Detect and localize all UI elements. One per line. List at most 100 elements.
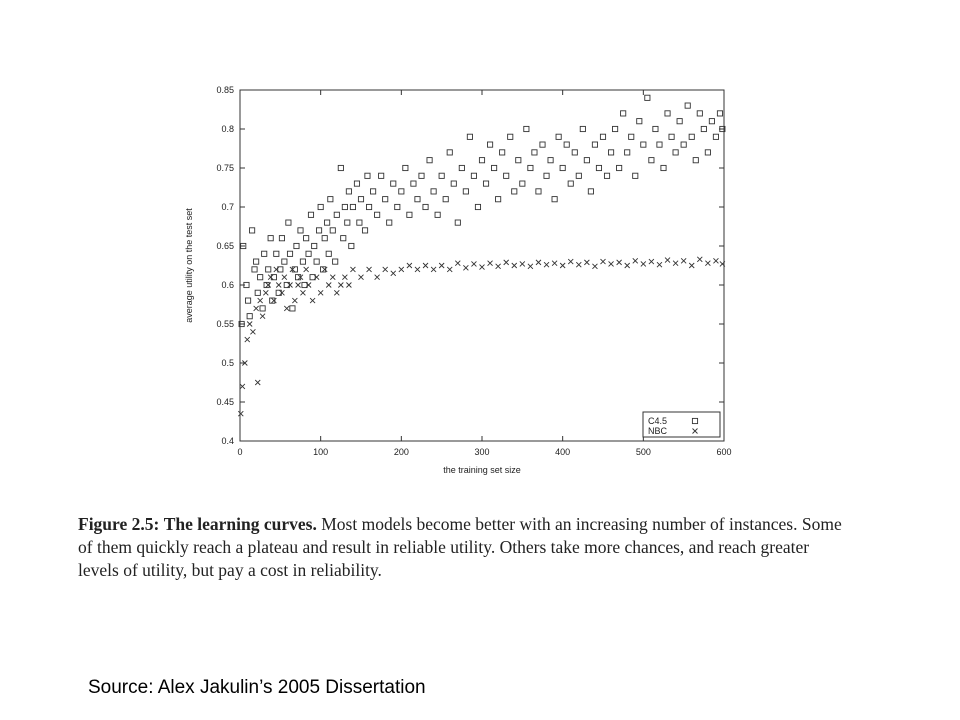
point-nbc — [358, 274, 364, 281]
point-c4-5 — [243, 281, 250, 289]
point-c4-5 — [616, 164, 623, 172]
point-nbc — [254, 379, 261, 386]
point-c4-5 — [317, 203, 324, 211]
point-c4-5 — [563, 141, 570, 148]
point-nbc — [511, 262, 518, 269]
point-c4-5 — [515, 157, 522, 164]
point-c4-5 — [286, 250, 294, 257]
point-c4-5 — [394, 203, 401, 211]
point-nbc — [271, 297, 277, 304]
point-c4-5 — [547, 157, 554, 164]
point-nbc — [338, 282, 344, 288]
point-nbc — [283, 305, 290, 312]
point-c4-5 — [482, 180, 490, 187]
x-tick-label: 100 — [313, 447, 328, 457]
point-nbc — [438, 262, 445, 269]
point-nbc — [246, 321, 253, 327]
point-c4-5 — [257, 274, 264, 281]
point-nbc — [237, 410, 244, 417]
point-c4-5 — [454, 219, 461, 226]
point-nbc — [575, 261, 582, 268]
scatter-chart: 0 100 200 300 400 500 600 0.4 0.45 0.5 0.55 0.6 0.65… — [184, 85, 732, 475]
point-c4-5 — [519, 180, 526, 187]
point-c4-5 — [612, 125, 619, 133]
point-c4-5 — [307, 211, 315, 218]
point-c4-5 — [357, 196, 365, 203]
point-c4-5 — [267, 235, 274, 242]
point-c4-5 — [382, 196, 389, 203]
point-c4-5 — [390, 180, 397, 187]
point-nbc — [303, 266, 309, 273]
point-nbc — [313, 274, 320, 281]
point-c4-5 — [704, 149, 711, 156]
x-tick-label: 0 — [237, 447, 242, 457]
point-c4-5 — [353, 180, 361, 187]
point-c4-5 — [438, 172, 445, 179]
point-c4-5 — [278, 235, 285, 242]
point-c4-5 — [366, 203, 373, 211]
point-nbc — [333, 289, 340, 296]
point-nbc — [242, 360, 248, 366]
point-nbc — [244, 336, 251, 343]
point-c4-5 — [474, 203, 482, 211]
point-c4-5 — [555, 133, 562, 140]
point-c4-5 — [648, 157, 655, 164]
legend-label: C4.5 — [648, 416, 667, 426]
point-c4-5 — [238, 320, 245, 328]
point-c4-5 — [340, 235, 347, 242]
point-nbc — [688, 262, 695, 269]
point-c4-5 — [434, 211, 441, 218]
point-c4-5 — [656, 141, 663, 148]
point-c4-5 — [668, 133, 675, 140]
point-c4-5 — [337, 164, 344, 172]
point-nbc — [289, 266, 296, 273]
point-nbc — [656, 261, 663, 268]
point-c4-5 — [341, 203, 348, 211]
point-c4-5 — [466, 133, 473, 140]
point-c4-5 — [344, 219, 351, 226]
point-c4-5 — [305, 250, 312, 257]
point-c4-5 — [587, 188, 594, 195]
x-tick-label: 600 — [716, 447, 731, 457]
x-tick-label: 500 — [636, 447, 651, 457]
point-c4-5 — [495, 196, 502, 203]
point-nbc — [239, 383, 246, 390]
caption-text: Most models become better with an increa… — [78, 514, 842, 580]
point-nbc — [672, 260, 679, 266]
point-c4-5 — [491, 164, 498, 172]
point-c4-5 — [329, 227, 336, 234]
x-tick-label: 400 — [555, 447, 570, 457]
point-c4-5 — [640, 141, 647, 148]
point-c4-5 — [269, 297, 276, 304]
point-nbc — [430, 266, 437, 273]
point-nbc — [342, 274, 348, 281]
point-nbc — [281, 274, 288, 281]
y-tick-label: 0.4 — [221, 436, 234, 446]
point-nbc — [273, 266, 280, 273]
point-c4-5 — [370, 188, 377, 195]
point-nbc — [366, 266, 372, 273]
point-c4-5 — [261, 250, 268, 257]
point-nbc — [495, 263, 501, 270]
point-c4-5 — [458, 164, 465, 172]
point-c4-5 — [245, 297, 252, 304]
point-c4-5 — [575, 172, 582, 179]
point-c4-5 — [263, 281, 270, 289]
point-c4-5 — [289, 305, 296, 312]
point-c4-5 — [591, 141, 598, 148]
point-c4-5 — [583, 157, 590, 164]
point-nbc — [382, 266, 389, 273]
point-c4-5 — [462, 188, 469, 195]
point-c4-5 — [414, 196, 421, 203]
point-c4-5 — [246, 313, 253, 320]
point-nbc — [321, 266, 328, 273]
point-c4-5 — [692, 157, 699, 164]
point-c4-5 — [499, 149, 506, 156]
point-nbc — [267, 274, 274, 281]
point-nbc — [624, 262, 631, 269]
point-c4-5 — [680, 141, 687, 148]
point-nbc — [600, 258, 606, 265]
caption-label: Figure 2.5: — [78, 514, 160, 534]
legend-marker-c4-5 — [691, 417, 699, 425]
figure-caption: Figure 2.5: The learning curves. Most mo… — [78, 513, 848, 582]
